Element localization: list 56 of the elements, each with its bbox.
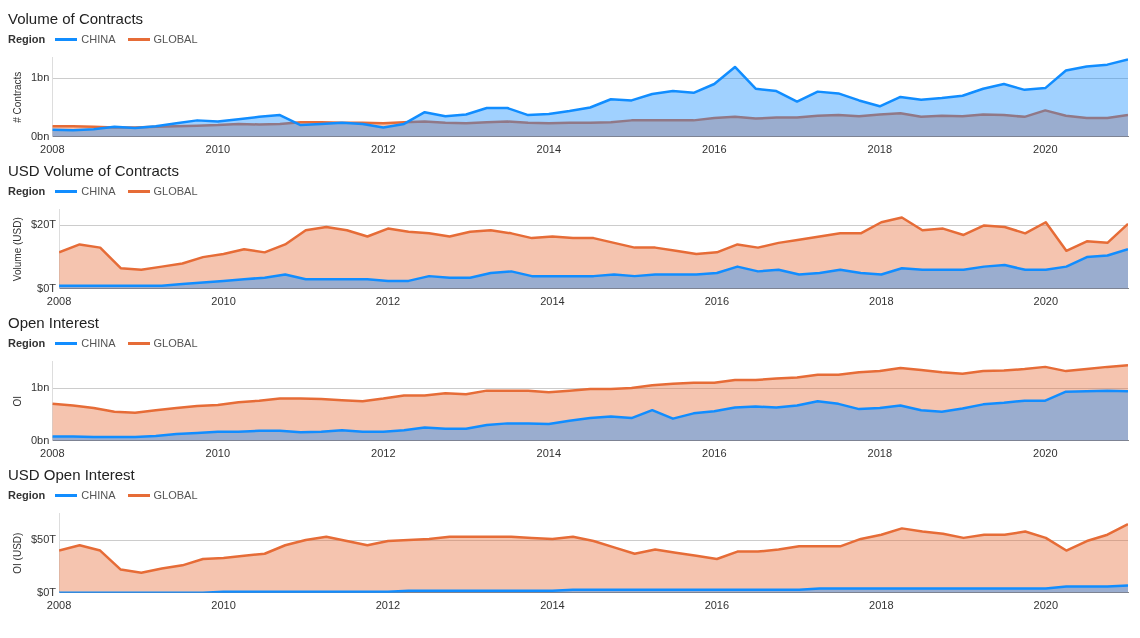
y-axis-title: OI (USD) xyxy=(11,532,23,574)
x-tick-label: 2014 xyxy=(536,143,562,156)
x-tick-label: 2018 xyxy=(867,143,893,156)
y-axis-title: Volume (USD) xyxy=(11,217,23,282)
x-tick-label: 2012 xyxy=(371,143,396,156)
x-tick-label: 2012 xyxy=(375,295,401,308)
legend-label: GLOBAL xyxy=(152,33,198,45)
x-tick-label: 2020 xyxy=(1033,295,1059,308)
x-tick-label: 2008 xyxy=(46,599,72,612)
x-tick-label: 2016 xyxy=(704,599,730,612)
x-tick-label: 2010 xyxy=(211,599,236,612)
x-tick-label: 2016 xyxy=(704,295,730,308)
x-tick-label: 2008 xyxy=(46,295,72,308)
y-tick-label: $20T xyxy=(30,218,57,231)
y-axis-title: # Contracts xyxy=(11,71,23,123)
y-tick-label: 0bn xyxy=(30,129,50,142)
legend-label: GLOBAL xyxy=(152,337,198,349)
x-tick-label: 2010 xyxy=(205,143,231,156)
y-tick-label: $0T xyxy=(37,585,57,598)
x-tick-label: 2014 xyxy=(540,295,565,308)
legend-label: GLOBAL xyxy=(152,489,198,501)
y-tick-label: 1bn xyxy=(30,381,50,394)
chart-title: Open Interest xyxy=(8,313,100,333)
x-tick-label: 2014 xyxy=(540,599,565,612)
x-tick-label: 2020 xyxy=(1033,447,1058,460)
legend-label: CHINA xyxy=(80,185,116,197)
chart-title: USD Open Interest xyxy=(8,465,136,485)
x-tick-label: 2018 xyxy=(869,599,894,612)
chart-title: USD Volume of Contracts xyxy=(8,161,180,181)
x-tick-label: 2012 xyxy=(375,599,401,612)
x-tick-label: 2016 xyxy=(702,447,727,460)
legend-label: CHINA xyxy=(80,33,116,45)
x-tick-label: 2008 xyxy=(40,447,65,460)
x-tick-label: 2020 xyxy=(1033,143,1058,156)
x-tick-label: 2020 xyxy=(1033,599,1059,612)
y-tick-label: 0bn xyxy=(30,433,50,446)
x-tick-label: 2018 xyxy=(867,447,893,460)
y-tick-label: $50T xyxy=(30,533,57,546)
chart-title: Volume of Contracts xyxy=(8,9,145,29)
legend-title: Region xyxy=(8,185,46,197)
x-tick-label: 2016 xyxy=(702,143,727,156)
x-tick-label: 2012 xyxy=(371,447,396,460)
x-tick-label: 2014 xyxy=(536,447,562,460)
y-axis-title: OI xyxy=(11,395,23,407)
legend-label: GLOBAL xyxy=(152,185,198,197)
y-tick-label: 1bn xyxy=(30,71,50,84)
legend-title: Region xyxy=(8,489,46,501)
y-tick-label: $0T xyxy=(37,281,57,294)
legend-label: CHINA xyxy=(80,337,116,349)
x-tick-label: 2010 xyxy=(211,295,236,308)
legend-title: Region xyxy=(8,337,46,349)
x-tick-label: 2010 xyxy=(205,447,231,460)
x-tick-label: 2008 xyxy=(40,143,65,156)
legend-title: Region xyxy=(8,33,46,45)
x-tick-label: 2018 xyxy=(869,295,894,308)
legend-label: CHINA xyxy=(80,489,116,501)
